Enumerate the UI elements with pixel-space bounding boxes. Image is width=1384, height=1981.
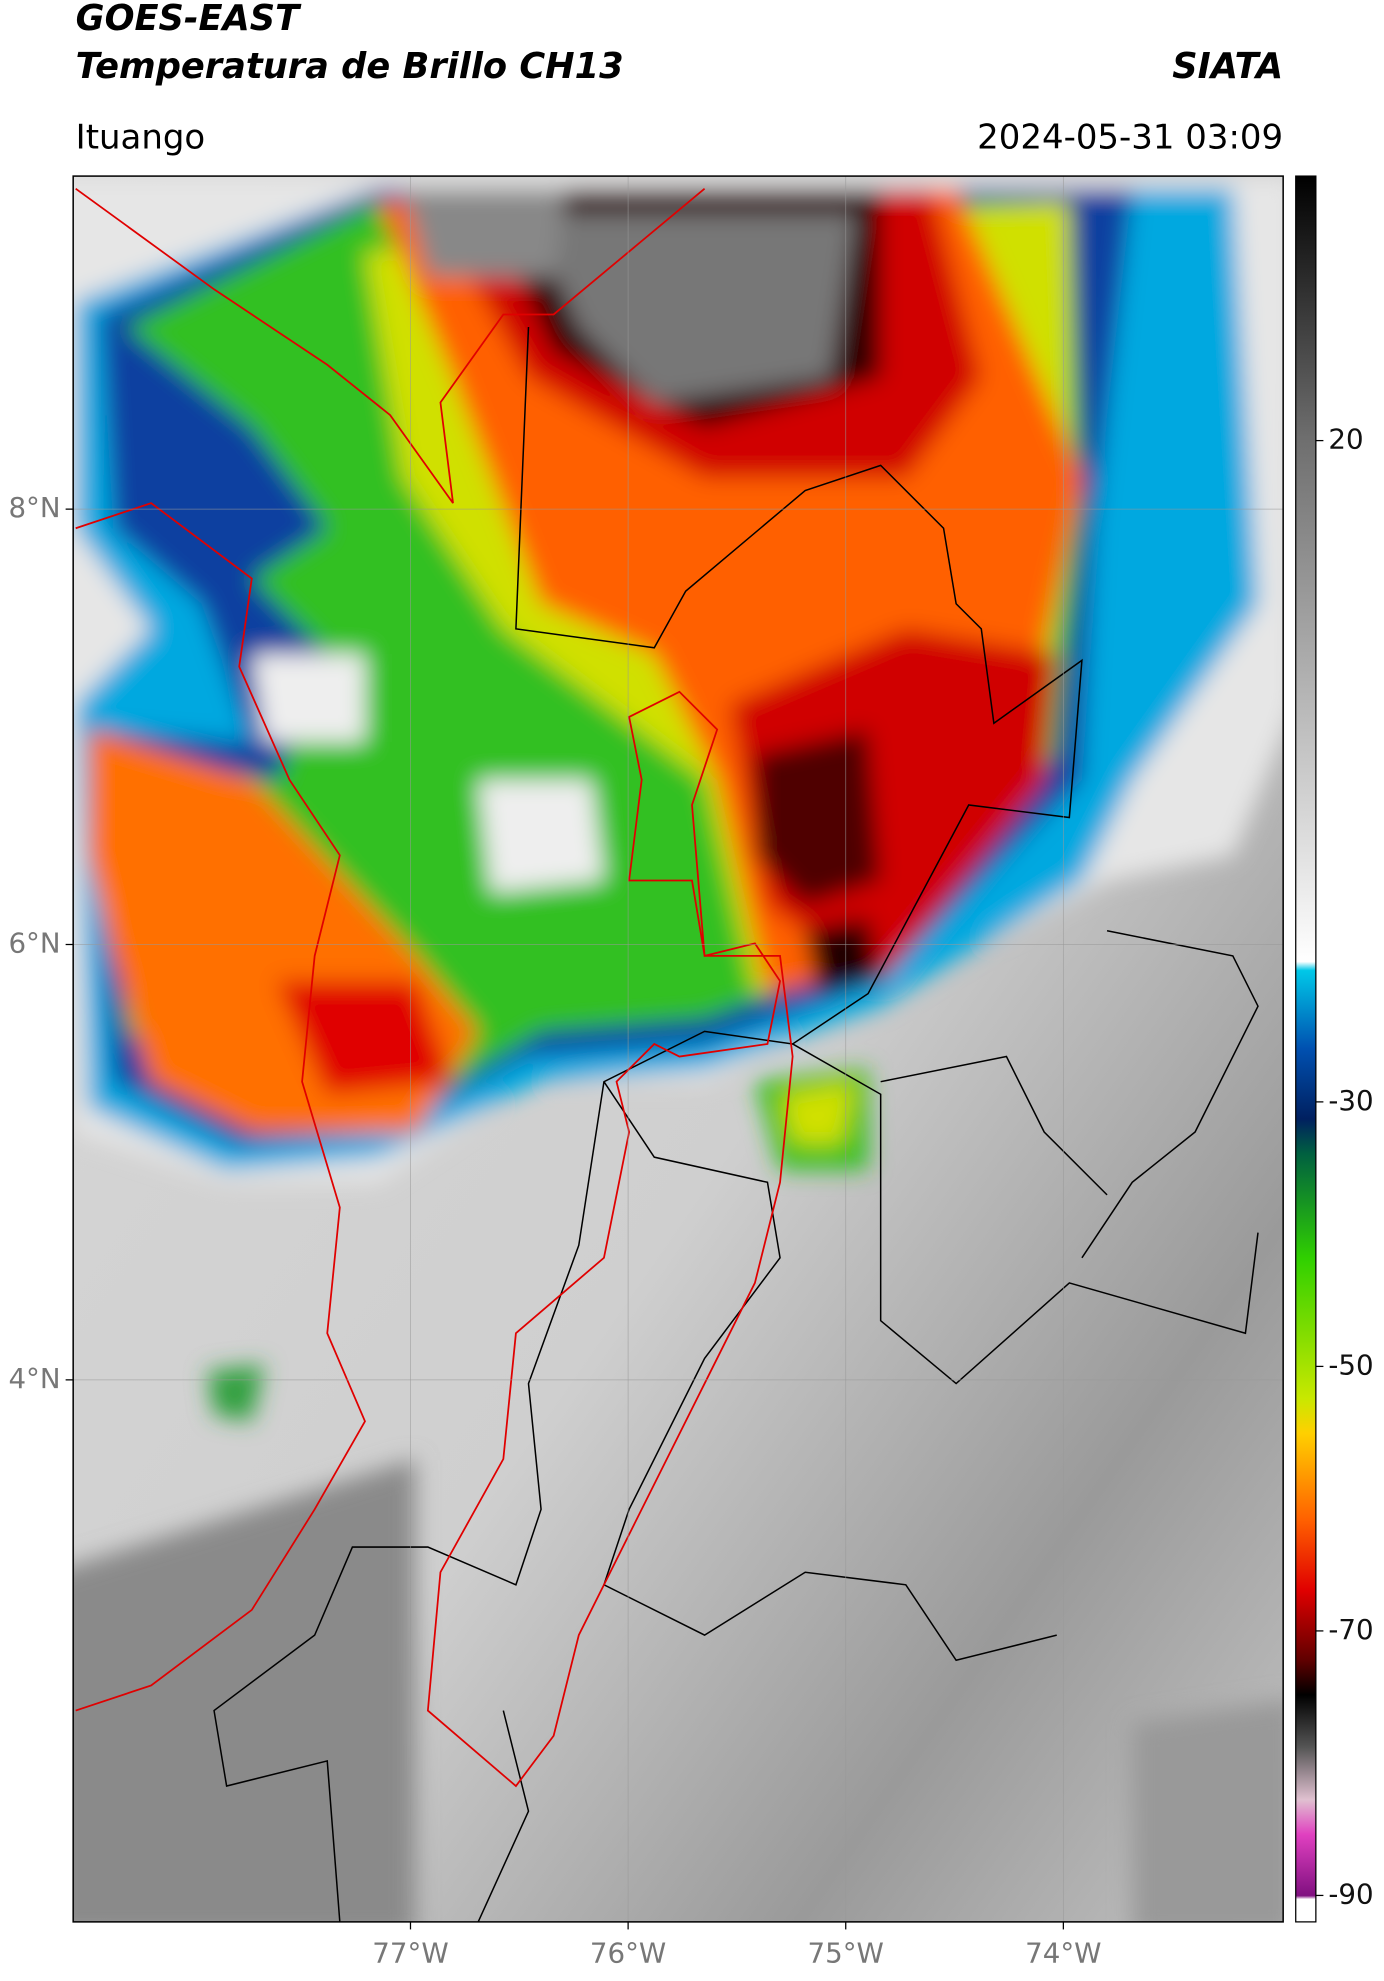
boundaries: [213, 326, 1259, 1922]
colorbar: [1295, 175, 1317, 1923]
colorbar-tick-label: -30: [1328, 1084, 1373, 1117]
y-tick-label: 6°N: [8, 927, 60, 960]
y-tick-label: 4°N: [8, 1362, 60, 1395]
y-tick-label: 8°N: [8, 491, 60, 524]
x-tick-label: 76°W: [590, 1937, 666, 1970]
x-tick-label: 77°W: [372, 1937, 448, 1970]
colorbar-tick-label: 20: [1328, 423, 1363, 456]
datetime: 2024-05-31 03:09: [977, 117, 1283, 157]
satellite-image: [73, 176, 1284, 1922]
department-boundaries: [75, 187, 794, 1788]
x-tick-label: 75°W: [808, 1937, 884, 1970]
title: Temperatura de Brillo CH13: [76, 46, 624, 87]
colorbar-tick-label: -50: [1328, 1348, 1373, 1381]
organization: SIATA: [1172, 46, 1283, 87]
map-frame: [72, 175, 1284, 1923]
x-tick-label: 74°W: [1025, 1937, 1101, 1970]
grid: [73, 176, 1284, 1922]
location: Ituango: [76, 117, 206, 157]
satellite: GOES-EAST: [76, 0, 302, 39]
colorbar-tick-label: -70: [1328, 1613, 1373, 1646]
colorbar-tick-label: -90: [1328, 1877, 1373, 1910]
